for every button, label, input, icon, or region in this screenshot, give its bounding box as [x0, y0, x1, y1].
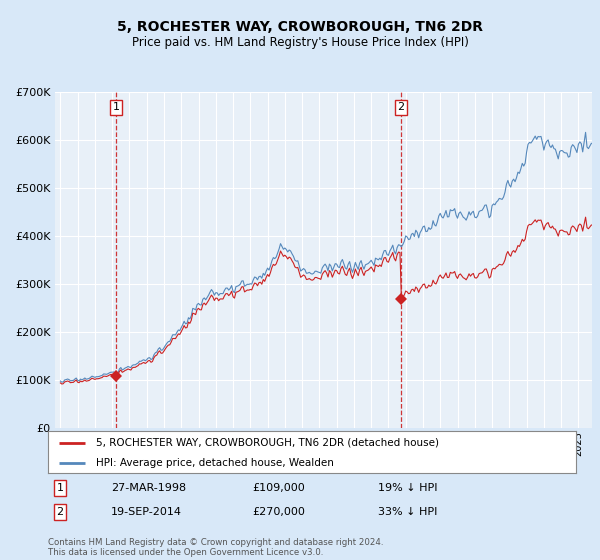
Text: 5, ROCHESTER WAY, CROWBOROUGH, TN6 2DR: 5, ROCHESTER WAY, CROWBOROUGH, TN6 2DR [117, 20, 483, 34]
Text: 19-SEP-2014: 19-SEP-2014 [111, 507, 182, 517]
Text: 19% ↓ HPI: 19% ↓ HPI [378, 483, 437, 493]
Text: £109,000: £109,000 [252, 483, 305, 493]
Text: 1: 1 [113, 102, 119, 113]
Text: 27-MAR-1998: 27-MAR-1998 [111, 483, 186, 493]
Text: 5, ROCHESTER WAY, CROWBOROUGH, TN6 2DR (detached house): 5, ROCHESTER WAY, CROWBOROUGH, TN6 2DR (… [95, 437, 439, 447]
Text: £270,000: £270,000 [252, 507, 305, 517]
Text: HPI: Average price, detached house, Wealden: HPI: Average price, detached house, Weal… [95, 458, 334, 468]
Text: Price paid vs. HM Land Registry's House Price Index (HPI): Price paid vs. HM Land Registry's House … [131, 36, 469, 49]
Text: 1: 1 [56, 483, 64, 493]
Text: 2: 2 [397, 102, 404, 113]
Text: 2: 2 [56, 507, 64, 517]
Text: 33% ↓ HPI: 33% ↓ HPI [378, 507, 437, 517]
Text: Contains HM Land Registry data © Crown copyright and database right 2024.
This d: Contains HM Land Registry data © Crown c… [48, 538, 383, 557]
